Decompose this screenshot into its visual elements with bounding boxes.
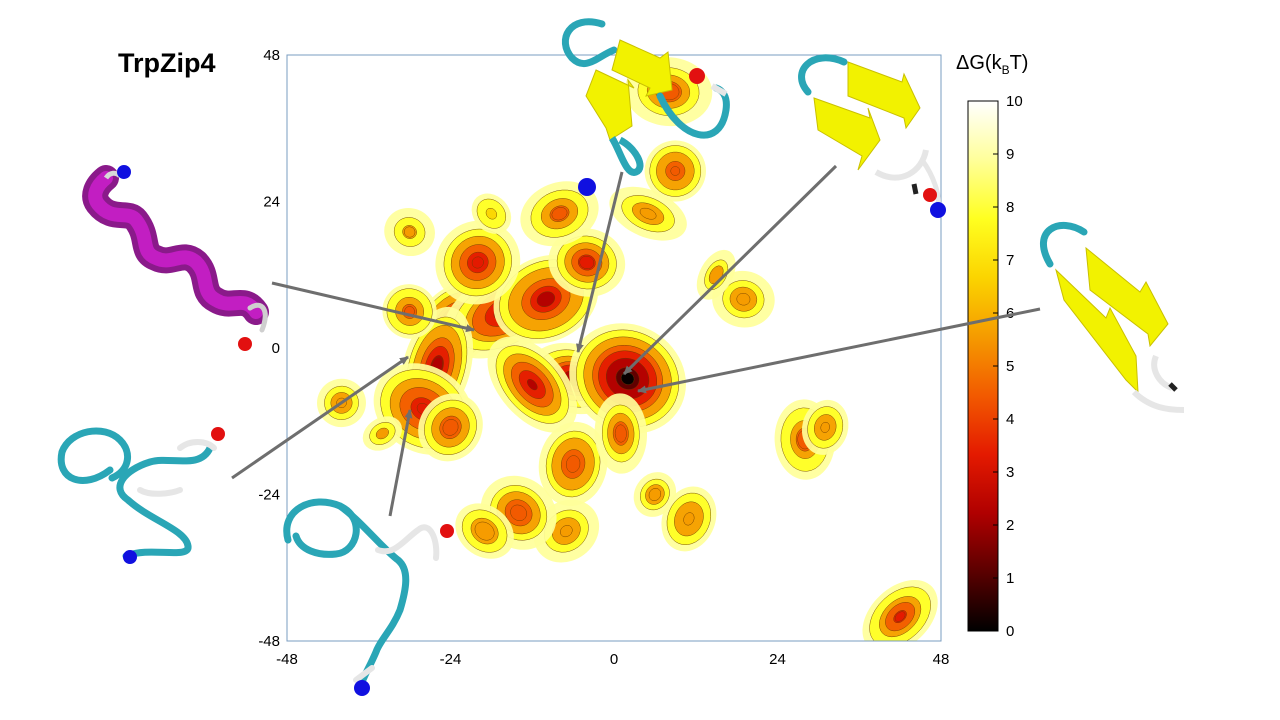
- y-tick-label: 0: [272, 340, 280, 357]
- colorbar-tick-label: 5: [1006, 358, 1014, 375]
- heatmap-basins: [317, 57, 938, 641]
- arrow-hairpin-top: [576, 171, 624, 353]
- helix-n-terminus-dot: [117, 165, 131, 179]
- arrow-hairpin-topright: [622, 164, 838, 376]
- colorbar-tick-label: 2: [1006, 517, 1014, 534]
- basin-25: [648, 488, 662, 501]
- basin-11: [670, 166, 681, 176]
- coil-left-red-dot: [211, 427, 225, 441]
- x-tick-label: -24: [440, 651, 462, 668]
- colorbar-tick-label: 1: [1006, 570, 1014, 587]
- arrow-coil-bottom: [388, 409, 413, 517]
- basin-5: [471, 256, 484, 269]
- hairpin-structure-right: [1040, 221, 1185, 413]
- hairpin-top-red-dot: [689, 68, 705, 84]
- colorbar-tick-label: 8: [1006, 199, 1014, 216]
- basin-28: [403, 226, 416, 238]
- colorbar-tick-label: 10: [1006, 93, 1023, 110]
- basin-17: [614, 424, 627, 443]
- hairpin-topright-red-dot: [923, 188, 937, 202]
- basin-22: [894, 611, 906, 622]
- colorbar-tick-label: 3: [1006, 464, 1014, 481]
- arrow-helix: [271, 281, 475, 333]
- coil-structure-left: [57, 427, 225, 564]
- basin-21: [820, 421, 830, 433]
- x-tick-label: -48: [276, 651, 298, 668]
- hairpin-structure-top: [561, 18, 730, 196]
- basin-31: [474, 521, 495, 541]
- helix-c-terminus-dot: [238, 337, 252, 351]
- y-tick-label: -48: [258, 633, 280, 650]
- y-tick-label: 48: [263, 47, 280, 64]
- colorbar-title: ΔG(kBT): [956, 52, 1029, 77]
- coil-bottom-blue-dot: [354, 680, 370, 696]
- coil-bottom-red-dot: [440, 524, 454, 538]
- basin-9: [579, 255, 595, 270]
- figure-title: TrpZip4: [118, 48, 216, 78]
- x-tick-label: 0: [610, 651, 618, 668]
- basin-27: [485, 207, 498, 220]
- x-axis-ticks: -48 -24 0 24 48: [276, 651, 949, 668]
- helix-structure: [82, 165, 269, 351]
- basin-26: [683, 512, 695, 526]
- colorbar-tick-label: 4: [1006, 411, 1014, 428]
- hairpin-topright-blue-dot: [930, 202, 946, 218]
- colorbar-tick-label: 9: [1006, 146, 1014, 163]
- y-tick-label: 24: [263, 194, 280, 211]
- coil-structure-bottom: [283, 498, 454, 696]
- coil-left-blue-dot: [123, 550, 137, 564]
- hairpin-top-blue-dot: [578, 178, 596, 196]
- arrow-hairpin-right: [637, 307, 1041, 394]
- basin-10: [551, 207, 568, 221]
- basin-23: [736, 292, 751, 306]
- colorbar-tick-label: 6: [1006, 305, 1014, 322]
- basin-30: [442, 419, 459, 436]
- y-axis-ticks: 48 24 0 -24 -48: [258, 47, 280, 650]
- basin-2: [536, 291, 556, 307]
- plot-frame: [286, 54, 942, 642]
- hairpin-structure-topright: [798, 54, 946, 218]
- basin-19: [510, 504, 527, 521]
- annotation-arrows: [231, 164, 1041, 517]
- y-tick-label: -24: [258, 487, 280, 504]
- x-tick-label: 24: [769, 651, 786, 668]
- arrow-coil-left: [231, 355, 409, 480]
- basin-29: [375, 427, 389, 440]
- colorbar-tick-label: 7: [1006, 252, 1014, 269]
- colorbar-tick-label: 0: [1006, 623, 1014, 640]
- basin-7: [527, 378, 538, 391]
- basin-13: [639, 207, 657, 220]
- x-tick-label: 48: [933, 651, 950, 668]
- basin-18: [560, 525, 573, 538]
- basin-16: [565, 455, 581, 473]
